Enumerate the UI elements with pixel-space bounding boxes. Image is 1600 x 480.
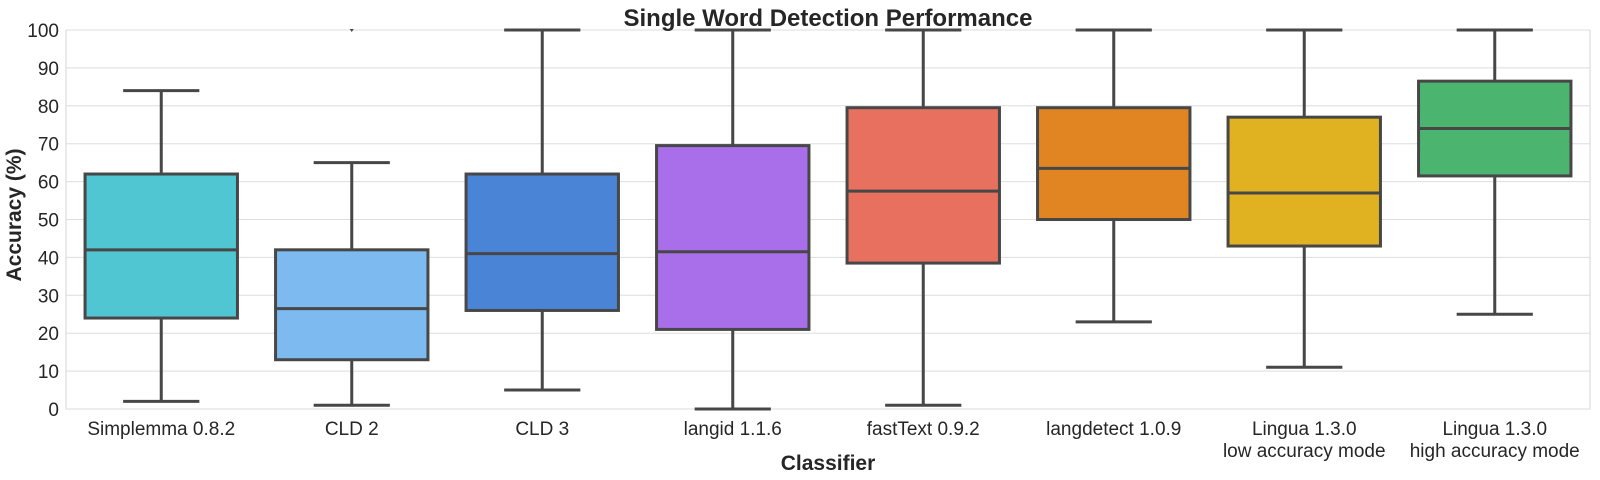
y-tick-label: 80 [38,97,59,118]
iqr-box [655,144,811,331]
iqr-box [274,248,430,362]
label-layer: 0 10 20 30 40 50 60 70 80 90 100 Simplemma 0.8.2 CLD… [27,21,1579,462]
box-group [1036,28,1192,324]
chart-title: Single Word Detection Performance [624,5,1033,32]
x-tick-label: langdetect 1.0.9 [1046,419,1181,440]
box-group [1226,28,1382,369]
y-tick-label: 20 [38,324,59,345]
iqr-box [1036,106,1192,221]
box-layer [83,28,1573,411]
y-tick-label: 0 [48,400,59,421]
y-axis-title: Accuracy (%) [3,148,26,281]
box-group [1417,28,1573,316]
outlier-point [349,29,354,32]
y-tick-label: 40 [38,248,59,269]
x-tick-label: Lingua 1.3.0 [1442,419,1547,440]
iqr-box [845,106,1001,265]
iqr-box [1226,115,1382,248]
y-tick-label: 70 [38,135,59,156]
y-tick-label: 100 [27,21,59,42]
x-tick-label: fastText 0.9.2 [867,419,980,440]
x-tick-label: Simplemma 0.8.2 [87,419,235,440]
iqr-box [464,172,620,312]
y-tick-label: 90 [38,59,59,80]
iqr-box [83,172,239,320]
x-tick-label: CLD 3 [515,419,569,440]
x-tick-label: high accuracy mode [1410,441,1580,462]
box-group [83,89,239,403]
x-axis-title: Classifier [781,452,876,475]
box-group [464,28,620,392]
y-tick-label: 30 [38,286,59,307]
y-tick-label: 10 [38,362,59,383]
x-tick-label: Lingua 1.3.0 [1252,419,1357,440]
y-tick-label: 50 [38,211,59,232]
x-tick-label: langid 1.1.6 [684,419,782,440]
x-tick-label: CLD 2 [325,419,379,440]
box-group [655,28,811,411]
y-tick-label: 60 [38,173,59,194]
box-group [274,29,430,407]
x-tick-label: low accuracy mode [1223,441,1386,462]
box-group [845,28,1001,407]
